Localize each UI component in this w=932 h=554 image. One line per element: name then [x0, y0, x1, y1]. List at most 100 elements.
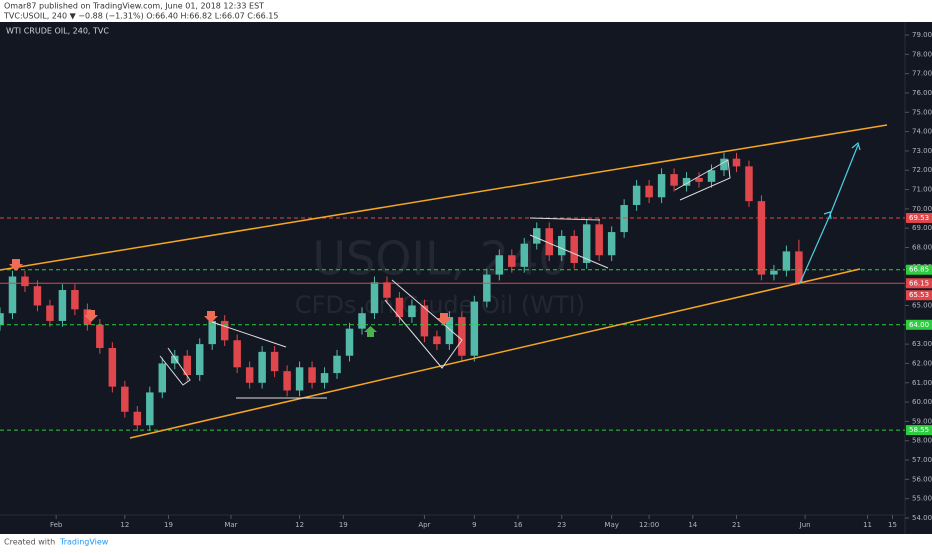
sell-arrow — [9, 259, 23, 271]
pattern — [159, 347, 191, 386]
candle-body — [620, 205, 628, 233]
candle-body — [220, 320, 229, 341]
y-tick-label: 60.00 — [912, 398, 932, 406]
watermark: USOIL, 240 — [312, 232, 567, 286]
chart-title: WTI CRUDE OIL, 240, TVC — [6, 27, 109, 36]
price-tag — [906, 290, 932, 301]
candle-body — [71, 290, 79, 310]
y-tick-label: 69.00 — [912, 224, 932, 232]
candle-body — [195, 344, 204, 376]
candle-body — [33, 286, 42, 306]
x-tick-label: 19 — [339, 521, 348, 529]
candle-body — [395, 297, 404, 318]
candle-body — [695, 177, 703, 182]
candle-body — [682, 177, 691, 186]
candle-body — [0, 313, 4, 325]
candle-body — [270, 351, 279, 372]
price-tag-label: 58.55 — [909, 426, 929, 434]
sell-arrow — [204, 311, 218, 323]
x-tick-label: 23 — [557, 521, 566, 529]
candle-body — [570, 235, 578, 263]
pattern — [529, 217, 601, 221]
candle-body — [370, 282, 379, 314]
y-tick-label: 54.00 — [912, 514, 932, 522]
candle-body — [483, 274, 491, 302]
y-tick-label: 63.00 — [912, 340, 932, 348]
price-tag — [906, 278, 932, 289]
y-tick-label: 57.00 — [912, 456, 932, 464]
y-tick-label: 77.00 — [912, 70, 932, 78]
footer-bg — [0, 534, 932, 550]
candle-body — [557, 235, 566, 256]
sell-arrow — [84, 310, 98, 322]
candle-body — [121, 386, 129, 412]
price-tag-label: 65.53 — [909, 291, 929, 299]
header-bg — [0, 0, 932, 22]
candle-body — [545, 228, 553, 256]
candle-body — [258, 351, 266, 383]
y-tick-label: 79.00 — [912, 31, 932, 39]
candle-body — [720, 158, 728, 171]
y-tick-label: 76.00 — [912, 89, 932, 97]
price-tag-label: 66.85 — [909, 266, 929, 274]
candle-body — [158, 363, 167, 393]
x-tick-label: 12:00 — [639, 521, 659, 529]
candle-body — [146, 392, 154, 426]
y-tick-label: 71.00 — [912, 186, 932, 194]
footer-created: Created with — [4, 538, 55, 547]
price-tag — [906, 264, 932, 275]
drawings — [0, 124, 888, 439]
candle-body — [96, 324, 104, 348]
candle-body — [607, 232, 616, 256]
x-tick-label: Mar — [224, 521, 237, 529]
x-tick-label: Jun — [799, 521, 811, 529]
candle-body — [46, 305, 54, 321]
y-tick-label: 75.00 — [912, 108, 932, 116]
candle-body — [358, 313, 366, 329]
candle-body — [308, 367, 316, 383]
x-tick-label: Feb — [50, 521, 63, 529]
price-tag — [906, 319, 932, 330]
x-tick-label: 19 — [164, 521, 173, 529]
candle-body — [208, 320, 216, 345]
projection-arrow — [829, 144, 859, 216]
candle-body — [445, 317, 454, 345]
candle-body — [582, 224, 591, 263]
y-tick-label: 73.00 — [912, 147, 932, 155]
candle-body — [295, 367, 304, 391]
candle-body — [433, 336, 441, 345]
y-tick-label: 62.00 — [912, 359, 932, 367]
candle-body — [520, 243, 529, 267]
candle-body — [21, 276, 29, 287]
candle-body — [795, 251, 803, 284]
candle-body — [770, 270, 778, 275]
price-tag-label: 66.15 — [909, 279, 929, 287]
candle-body — [133, 411, 142, 426]
x-tick-label: 15 — [888, 521, 897, 529]
candle-body — [645, 185, 653, 198]
y-tick-label: 59.00 — [912, 417, 932, 425]
candle-body — [171, 355, 179, 364]
candle-body — [757, 201, 766, 275]
y-tick-label: 58.00 — [912, 437, 932, 445]
price-tag — [906, 425, 932, 436]
arrow-head — [823, 211, 832, 220]
candle-body — [533, 228, 541, 244]
pattern — [384, 279, 463, 369]
chart-bg — [0, 22, 932, 534]
candle-body — [632, 185, 641, 206]
channel-top — [0, 124, 888, 271]
candle-body — [420, 305, 429, 337]
x-tick-label: 12 — [120, 521, 129, 529]
candle-body — [508, 255, 516, 267]
price-tag-label: 64.00 — [909, 321, 929, 329]
candle-body — [108, 347, 117, 387]
y-tick-label: 65.00 — [912, 301, 932, 309]
candle-body — [495, 255, 504, 275]
y-tick-label: 78.00 — [912, 50, 932, 58]
price-tag — [906, 212, 932, 223]
price-tag-label: 69.53 — [909, 214, 929, 222]
candle-body — [383, 282, 391, 298]
y-tick-label: 72.00 — [912, 166, 932, 174]
candle-body — [707, 170, 716, 182]
